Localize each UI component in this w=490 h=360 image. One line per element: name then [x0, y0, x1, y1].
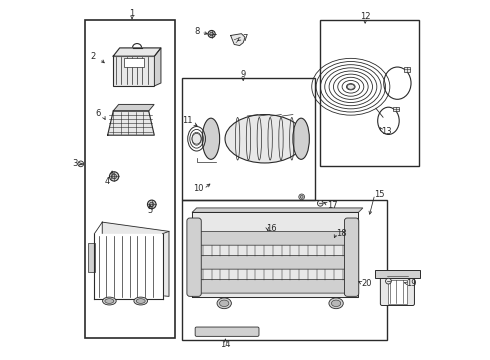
Circle shape: [208, 31, 215, 38]
Ellipse shape: [220, 300, 229, 306]
Text: 15: 15: [374, 190, 385, 199]
Text: 1: 1: [129, 9, 135, 18]
Ellipse shape: [136, 299, 145, 303]
FancyBboxPatch shape: [193, 279, 353, 293]
Ellipse shape: [331, 300, 341, 306]
Circle shape: [147, 200, 156, 209]
FancyBboxPatch shape: [195, 327, 259, 336]
Polygon shape: [192, 208, 363, 212]
Bar: [182, 78, 315, 200]
Text: 6: 6: [95, 109, 100, 118]
Text: 14: 14: [220, 341, 230, 350]
Text: 4: 4: [104, 177, 110, 186]
Text: 16: 16: [267, 224, 277, 233]
Text: 11: 11: [182, 116, 193, 125]
Circle shape: [210, 32, 214, 36]
Polygon shape: [113, 48, 161, 56]
Ellipse shape: [105, 299, 114, 303]
Ellipse shape: [347, 84, 354, 89]
Text: 2: 2: [90, 52, 95, 61]
Text: 20: 20: [362, 279, 372, 288]
Circle shape: [299, 194, 304, 200]
Text: 7: 7: [243, 34, 247, 43]
Bar: [113, 56, 154, 86]
Polygon shape: [102, 222, 169, 296]
FancyBboxPatch shape: [344, 218, 359, 296]
Bar: [182, 200, 387, 339]
Ellipse shape: [225, 114, 304, 163]
Ellipse shape: [192, 134, 201, 144]
Text: 10: 10: [193, 184, 204, 193]
Ellipse shape: [134, 297, 147, 305]
Text: 17: 17: [327, 201, 338, 210]
Ellipse shape: [217, 298, 231, 309]
Bar: [374, 270, 420, 278]
Bar: [88, 243, 95, 272]
Circle shape: [318, 201, 323, 206]
Polygon shape: [192, 212, 359, 297]
Text: 19: 19: [407, 279, 417, 288]
Bar: [85, 21, 175, 338]
Bar: [123, 58, 144, 67]
Text: 13: 13: [381, 127, 392, 136]
Text: 12: 12: [360, 12, 370, 21]
Polygon shape: [113, 104, 154, 111]
Bar: [320, 21, 419, 166]
Circle shape: [149, 202, 154, 207]
Bar: [388, 280, 407, 304]
Circle shape: [78, 161, 84, 167]
Polygon shape: [95, 234, 163, 299]
Ellipse shape: [102, 297, 116, 305]
Text: 18: 18: [337, 229, 347, 238]
Circle shape: [300, 195, 303, 198]
Circle shape: [109, 172, 119, 181]
Polygon shape: [154, 48, 161, 86]
Text: 5: 5: [147, 206, 152, 215]
Circle shape: [386, 278, 392, 284]
Polygon shape: [108, 111, 154, 135]
Bar: [393, 107, 399, 111]
FancyBboxPatch shape: [187, 218, 201, 296]
Text: 3: 3: [72, 159, 77, 168]
Bar: [404, 67, 410, 72]
Ellipse shape: [202, 118, 220, 159]
Text: 8: 8: [194, 27, 199, 36]
FancyBboxPatch shape: [380, 275, 415, 306]
FancyBboxPatch shape: [193, 255, 353, 269]
Ellipse shape: [293, 118, 309, 159]
Polygon shape: [231, 34, 245, 45]
Circle shape: [112, 174, 117, 179]
Text: 9: 9: [241, 70, 246, 79]
Ellipse shape: [329, 298, 343, 309]
FancyBboxPatch shape: [193, 231, 353, 245]
